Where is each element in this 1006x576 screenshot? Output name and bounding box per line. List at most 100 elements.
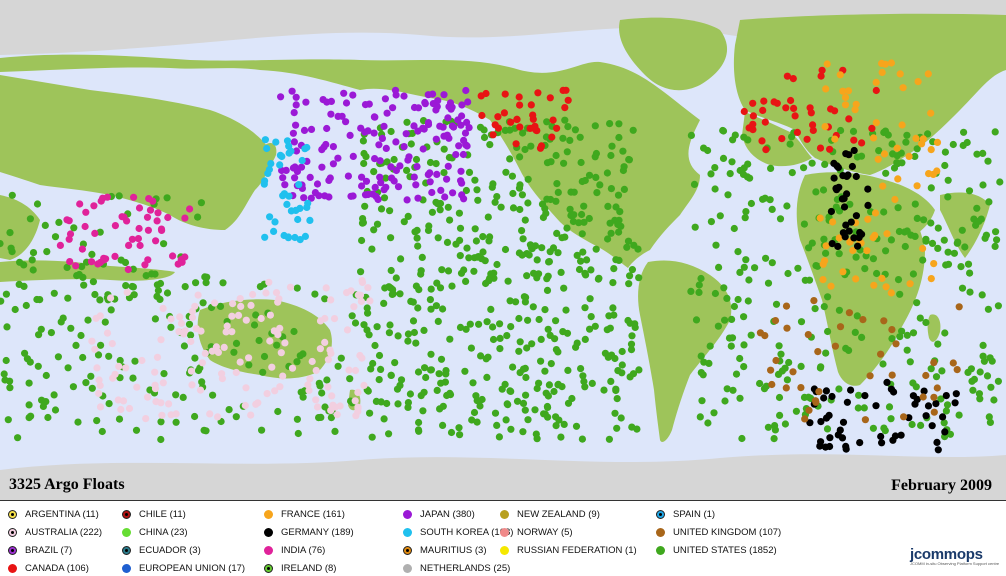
float-marker (535, 315, 543, 324)
float-marker (913, 145, 921, 153)
float-marker (255, 336, 263, 345)
float-marker (493, 193, 501, 201)
legend-swatch (403, 563, 412, 573)
float-marker (402, 130, 410, 138)
float-marker (428, 188, 436, 197)
legend-swatch (500, 527, 509, 537)
float-marker (522, 293, 530, 301)
float-marker (307, 194, 315, 202)
legend-item: EUROPEAN UNION (17) (122, 561, 245, 575)
float-marker (504, 277, 512, 285)
float-marker (272, 289, 281, 297)
legend-item: CANADA (106) (8, 561, 89, 575)
float-marker (346, 375, 354, 383)
float-marker (721, 397, 729, 405)
float-marker (502, 168, 510, 176)
float-marker (821, 160, 829, 168)
float-marker (245, 361, 253, 369)
float-marker (360, 321, 368, 329)
float-marker (847, 218, 855, 226)
float-marker (426, 178, 434, 186)
float-marker (941, 161, 949, 170)
float-marker (979, 341, 987, 349)
float-marker (912, 134, 920, 142)
float-marker (826, 434, 834, 442)
float-marker (192, 279, 200, 287)
float-marker (478, 111, 486, 120)
float-marker (327, 349, 335, 357)
float-marker (191, 412, 199, 421)
float-marker (626, 373, 634, 381)
float-marker (869, 255, 878, 263)
float-marker (822, 349, 830, 357)
float-marker (960, 128, 968, 136)
float-marker (375, 351, 384, 360)
float-marker (869, 424, 878, 432)
float-marker (832, 203, 840, 211)
float-marker (846, 200, 854, 208)
float-marker (541, 205, 549, 213)
float-marker (325, 176, 333, 184)
legend-label: FRANCE (161) (281, 508, 345, 520)
float-marker (115, 192, 123, 200)
float-marker (804, 331, 812, 339)
float-marker (772, 300, 781, 308)
float-marker (879, 182, 887, 190)
float-marker (842, 150, 850, 158)
float-marker (993, 236, 1001, 244)
float-marker (628, 332, 636, 340)
float-marker (810, 297, 818, 305)
float-marker (924, 70, 932, 78)
float-marker (609, 304, 617, 312)
float-marker (412, 339, 420, 347)
float-marker (808, 159, 816, 167)
float-marker (266, 311, 274, 319)
float-marker (783, 324, 791, 332)
float-marker (852, 212, 861, 220)
float-marker (933, 384, 941, 392)
float-marker (290, 138, 298, 146)
float-marker (456, 431, 464, 439)
float-marker (378, 134, 386, 142)
float-marker (462, 86, 470, 95)
float-marker (616, 208, 624, 216)
float-marker (816, 214, 824, 222)
float-marker (893, 159, 901, 167)
float-marker (439, 421, 447, 429)
float-marker (487, 305, 495, 313)
float-marker (613, 424, 621, 432)
float-marker (899, 84, 907, 92)
float-marker (518, 251, 526, 259)
float-marker (955, 303, 963, 311)
float-marker (414, 104, 423, 112)
float-marker (831, 135, 839, 143)
float-marker (164, 213, 172, 222)
float-marker (35, 331, 43, 339)
float-marker (965, 187, 974, 195)
float-marker (937, 395, 945, 403)
float-marker (96, 228, 104, 236)
float-marker (985, 198, 993, 206)
float-marker (729, 386, 737, 394)
float-marker (457, 167, 465, 175)
legend-swatch (500, 509, 509, 519)
float-marker (593, 189, 601, 197)
float-marker (564, 399, 573, 407)
float-marker (42, 371, 50, 380)
float-marker (835, 234, 843, 242)
float-marker (719, 126, 727, 135)
float-marker (782, 104, 790, 112)
float-marker (914, 78, 922, 86)
float-marker (854, 404, 862, 412)
float-marker (380, 415, 388, 423)
float-marker (386, 321, 394, 329)
float-marker (822, 249, 830, 257)
float-marker (307, 125, 316, 133)
float-marker (878, 59, 886, 67)
float-marker (146, 206, 155, 214)
float-marker (987, 383, 995, 391)
legend-label: JAPAN (380) (420, 508, 475, 520)
float-marker (433, 170, 441, 178)
float-marker (562, 306, 570, 314)
legend-swatch (122, 545, 131, 555)
